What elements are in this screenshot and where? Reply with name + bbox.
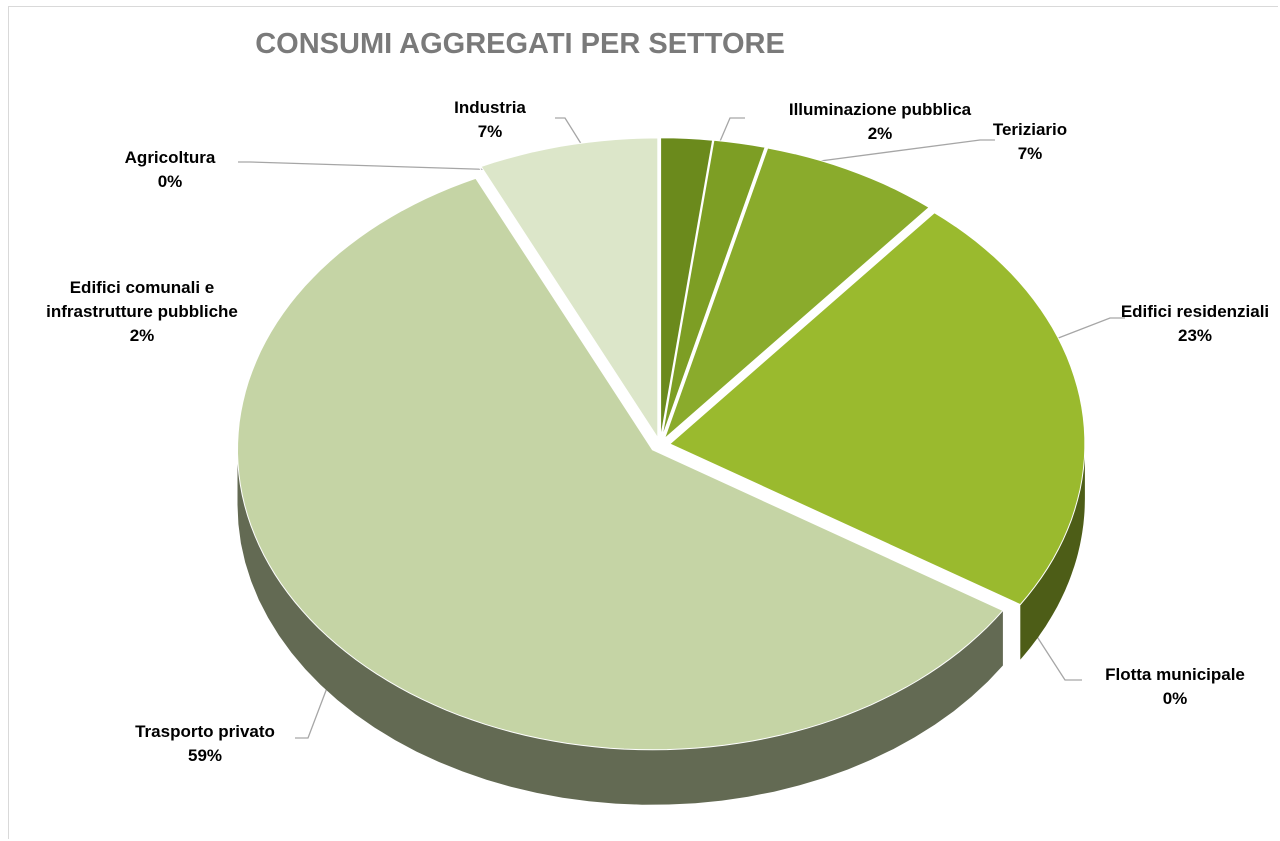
leader-line bbox=[717, 117, 745, 147]
leader-line bbox=[295, 679, 331, 739]
label-name: Agricoltura bbox=[124, 148, 216, 167]
slice bbox=[480, 137, 659, 440]
slice bbox=[668, 448, 1020, 611]
leader-line bbox=[1047, 317, 1125, 343]
label-name: Teriziario bbox=[992, 120, 1068, 139]
slice bbox=[236, 177, 1004, 751]
data-label: Industria 7% bbox=[350, 96, 630, 144]
leader-line bbox=[555, 117, 586, 151]
data-label: Edifici residenziali 23% bbox=[1055, 300, 1280, 348]
label-value: 7% bbox=[1017, 144, 1043, 163]
label-name: Industria bbox=[454, 98, 526, 117]
leader-line bbox=[1024, 617, 1082, 681]
label-name: Edifici residenziali bbox=[1120, 302, 1270, 321]
label-name: Flotta municipale bbox=[1105, 665, 1245, 684]
label-name: Edifici comunali e infrastrutture pubbli… bbox=[46, 278, 238, 321]
label-name: Trasporto privato bbox=[135, 722, 275, 741]
label-value: 0% bbox=[1162, 689, 1188, 708]
label-value: 2% bbox=[129, 326, 155, 345]
label-value: 23% bbox=[1177, 326, 1213, 345]
slice-tops bbox=[236, 137, 1086, 751]
label-value: 2% bbox=[867, 124, 893, 143]
slice-side bbox=[237, 449, 1003, 805]
slice bbox=[663, 147, 930, 441]
leader-line bbox=[238, 161, 506, 171]
chart-title: CONSUMI AGGREGATI PER SETTORE bbox=[255, 28, 785, 60]
slice bbox=[668, 212, 1086, 606]
label-name: Illuminazione pubblica bbox=[788, 100, 972, 119]
data-label: Flotta municipale 0% bbox=[1035, 663, 1280, 711]
data-label: Illuminazione pubblica 2% bbox=[740, 98, 1020, 146]
chart-frame bbox=[8, 6, 1278, 839]
slice bbox=[661, 139, 766, 439]
data-label: Trasporto privato 59% bbox=[65, 720, 345, 768]
leader-lines bbox=[238, 117, 1125, 739]
data-label: Edifici comunali e infrastrutture pubbli… bbox=[17, 276, 267, 348]
data-label: Teriziario 7% bbox=[890, 118, 1170, 166]
leader-line bbox=[804, 139, 995, 164]
slice-side bbox=[1020, 443, 1085, 660]
label-value: 0% bbox=[157, 172, 183, 191]
slice-sides bbox=[237, 443, 1085, 805]
label-value: 59% bbox=[187, 746, 223, 765]
slice bbox=[478, 166, 657, 439]
data-label: Agricoltura 0% bbox=[30, 146, 310, 194]
label-value: 7% bbox=[477, 122, 503, 141]
slice bbox=[660, 137, 714, 438]
